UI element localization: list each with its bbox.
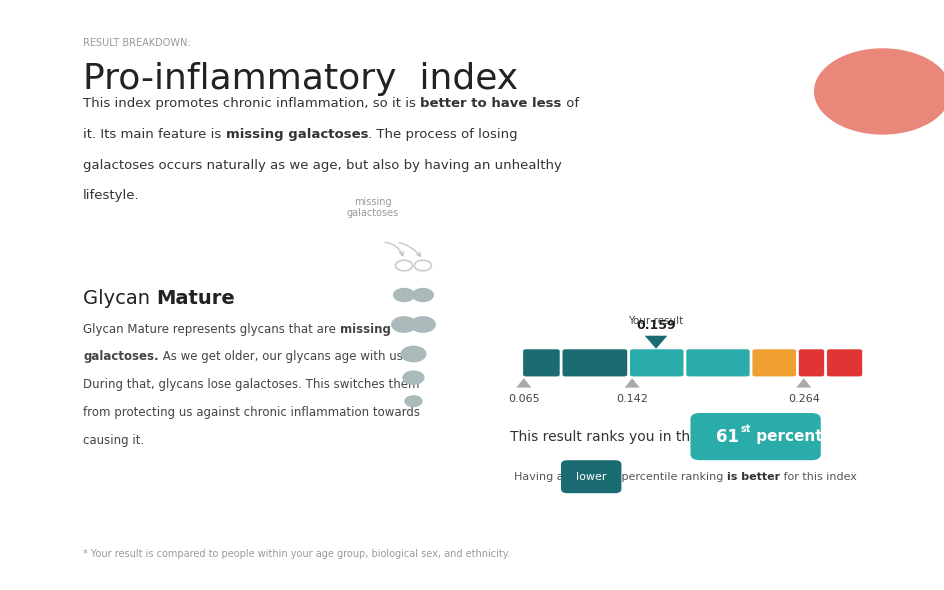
FancyBboxPatch shape — [799, 349, 824, 376]
Text: st: st — [740, 424, 750, 434]
Text: This result ranks you in the: This result ranks you in the — [510, 430, 702, 444]
Text: of: of — [562, 97, 579, 110]
Text: galactoses occurs naturally as we age, but also by having an unhealthy: galactoses occurs naturally as we age, b… — [83, 159, 562, 172]
Text: . The process of losing: . The process of losing — [368, 128, 517, 141]
Text: 0.065: 0.065 — [508, 394, 540, 404]
Text: Pro-inflammatory  index: Pro-inflammatory index — [83, 62, 518, 96]
Circle shape — [411, 317, 435, 332]
Text: 0.264: 0.264 — [788, 394, 819, 404]
Text: As we get older, our glycans age with us.: As we get older, our glycans age with us… — [159, 350, 406, 363]
FancyBboxPatch shape — [563, 349, 627, 376]
FancyBboxPatch shape — [827, 349, 862, 376]
Polygon shape — [796, 378, 811, 388]
Text: 0.159: 0.159 — [636, 319, 676, 332]
Text: Glycan: Glycan — [83, 289, 157, 308]
FancyBboxPatch shape — [686, 349, 750, 376]
FancyBboxPatch shape — [561, 460, 621, 493]
Text: 61: 61 — [716, 428, 738, 445]
Text: * Your result is compared to people within your age group, biological sex, and e: * Your result is compared to people with… — [83, 549, 510, 559]
Text: Having a: Having a — [514, 472, 567, 481]
Text: missing galactoses: missing galactoses — [226, 128, 368, 141]
Text: ​This index promotes chronic inflammation, so it is: ​This index promotes chronic inflammatio… — [83, 97, 420, 110]
Text: Mature: Mature — [157, 289, 235, 308]
Circle shape — [401, 346, 426, 362]
Circle shape — [392, 317, 416, 332]
Text: from protecting us against chronic inflammation towards: from protecting us against chronic infla… — [83, 406, 420, 419]
Text: for this index: for this index — [780, 472, 856, 481]
Text: missing: missing — [340, 323, 391, 336]
Text: During that, glycans lose galactoses. This switches them: During that, glycans lose galactoses. Th… — [83, 378, 419, 391]
FancyArrowPatch shape — [385, 242, 403, 256]
Polygon shape — [516, 378, 531, 388]
Text: 0.142: 0.142 — [616, 394, 649, 404]
Polygon shape — [645, 336, 667, 349]
Text: Glycan Mature represents glycans that are: Glycan Mature represents glycans that ar… — [83, 323, 340, 336]
Text: galactoses.: galactoses. — [83, 350, 159, 363]
Text: better to have less: better to have less — [420, 97, 562, 110]
Text: Your result: Your result — [629, 316, 683, 326]
FancyBboxPatch shape — [630, 349, 683, 376]
Polygon shape — [625, 378, 640, 388]
Text: lower: lower — [576, 472, 606, 481]
Circle shape — [394, 289, 414, 301]
Text: RESULT BREAKDOWN:: RESULT BREAKDOWN: — [83, 38, 191, 48]
Text: causing it.: causing it. — [83, 434, 144, 447]
FancyArrowPatch shape — [399, 242, 420, 257]
Text: lifestyle.: lifestyle. — [83, 189, 140, 202]
Circle shape — [413, 289, 433, 301]
Text: percentile: percentile — [750, 429, 843, 444]
FancyBboxPatch shape — [752, 349, 796, 376]
Text: missing
galactoses: missing galactoses — [346, 196, 399, 218]
Text: percentile ranking: percentile ranking — [617, 472, 727, 481]
FancyBboxPatch shape — [523, 349, 560, 376]
Text: is better: is better — [727, 472, 780, 481]
Circle shape — [405, 396, 422, 407]
Circle shape — [403, 371, 424, 384]
Circle shape — [815, 49, 944, 134]
FancyBboxPatch shape — [690, 413, 820, 460]
Text: it. Its main feature is: it. Its main feature is — [83, 128, 226, 141]
